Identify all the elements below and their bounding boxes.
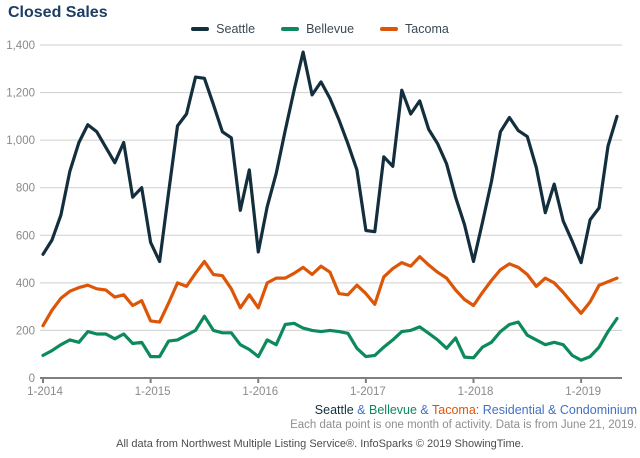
x-axis-label: 1-2014 (27, 386, 63, 398)
y-axis-label: 800 (16, 183, 35, 195)
legend-swatch-bellevue (281, 27, 300, 31)
legend-label: Bellevue (306, 22, 355, 36)
y-axis-label: 200 (16, 325, 35, 337)
footer-attribution: All data from Northwest Multiple Listing… (116, 438, 524, 450)
y-axis-label: 1,200 (6, 88, 35, 100)
y-axis-label: 400 (16, 278, 35, 290)
footer-segment: : Residential & Condominium (475, 403, 637, 417)
footer-segment: & (353, 403, 369, 417)
legend-item-tacoma[interactable]: Tacoma (380, 22, 449, 36)
y-axis-label: 600 (16, 230, 35, 242)
series-line-seattle[interactable] (41, 50, 619, 265)
legend-swatch-seattle (191, 27, 210, 31)
x-axis-label: 1-2019 (565, 386, 601, 398)
x-axis-label: 1-2016 (242, 386, 278, 398)
footer-segment: Tacoma (432, 403, 476, 417)
footer-series-description: Seattle & Bellevue & Tacoma: Residential… (315, 403, 637, 417)
legend-item-bellevue[interactable]: Bellevue (281, 22, 354, 36)
legend: Seattle Bellevue Tacoma (0, 22, 640, 36)
footer-segment: Bellevue (369, 403, 417, 417)
y-axis-label: 0 (29, 373, 35, 385)
x-axis-label: 1-2017 (350, 386, 386, 398)
legend-swatch-tacoma (380, 27, 399, 31)
footer-segment: & (416, 403, 433, 417)
y-axis-label: 1,000 (6, 135, 35, 147)
y-axis-label: 1,400 (6, 40, 35, 52)
footer-segment: Seattle (314, 403, 354, 417)
x-axis-label: 1-2018 (458, 386, 494, 398)
series-line-bellevue[interactable] (41, 314, 619, 362)
legend-item-seattle[interactable]: Seattle (191, 22, 255, 36)
footer-data-note: Each data point is one month of activity… (290, 419, 637, 431)
legend-label: Tacoma (405, 22, 449, 36)
legend-label: Seattle (216, 22, 256, 36)
x-axis-label: 1-2015 (135, 386, 171, 398)
page-title: Closed Sales (8, 4, 108, 21)
closed-sales-line-chart[interactable]: 0 200 400 600 800 1,000 1,200 1,400 1-2014 1-2015… (0, 0, 640, 400)
series-line-tacoma[interactable] (41, 255, 619, 328)
